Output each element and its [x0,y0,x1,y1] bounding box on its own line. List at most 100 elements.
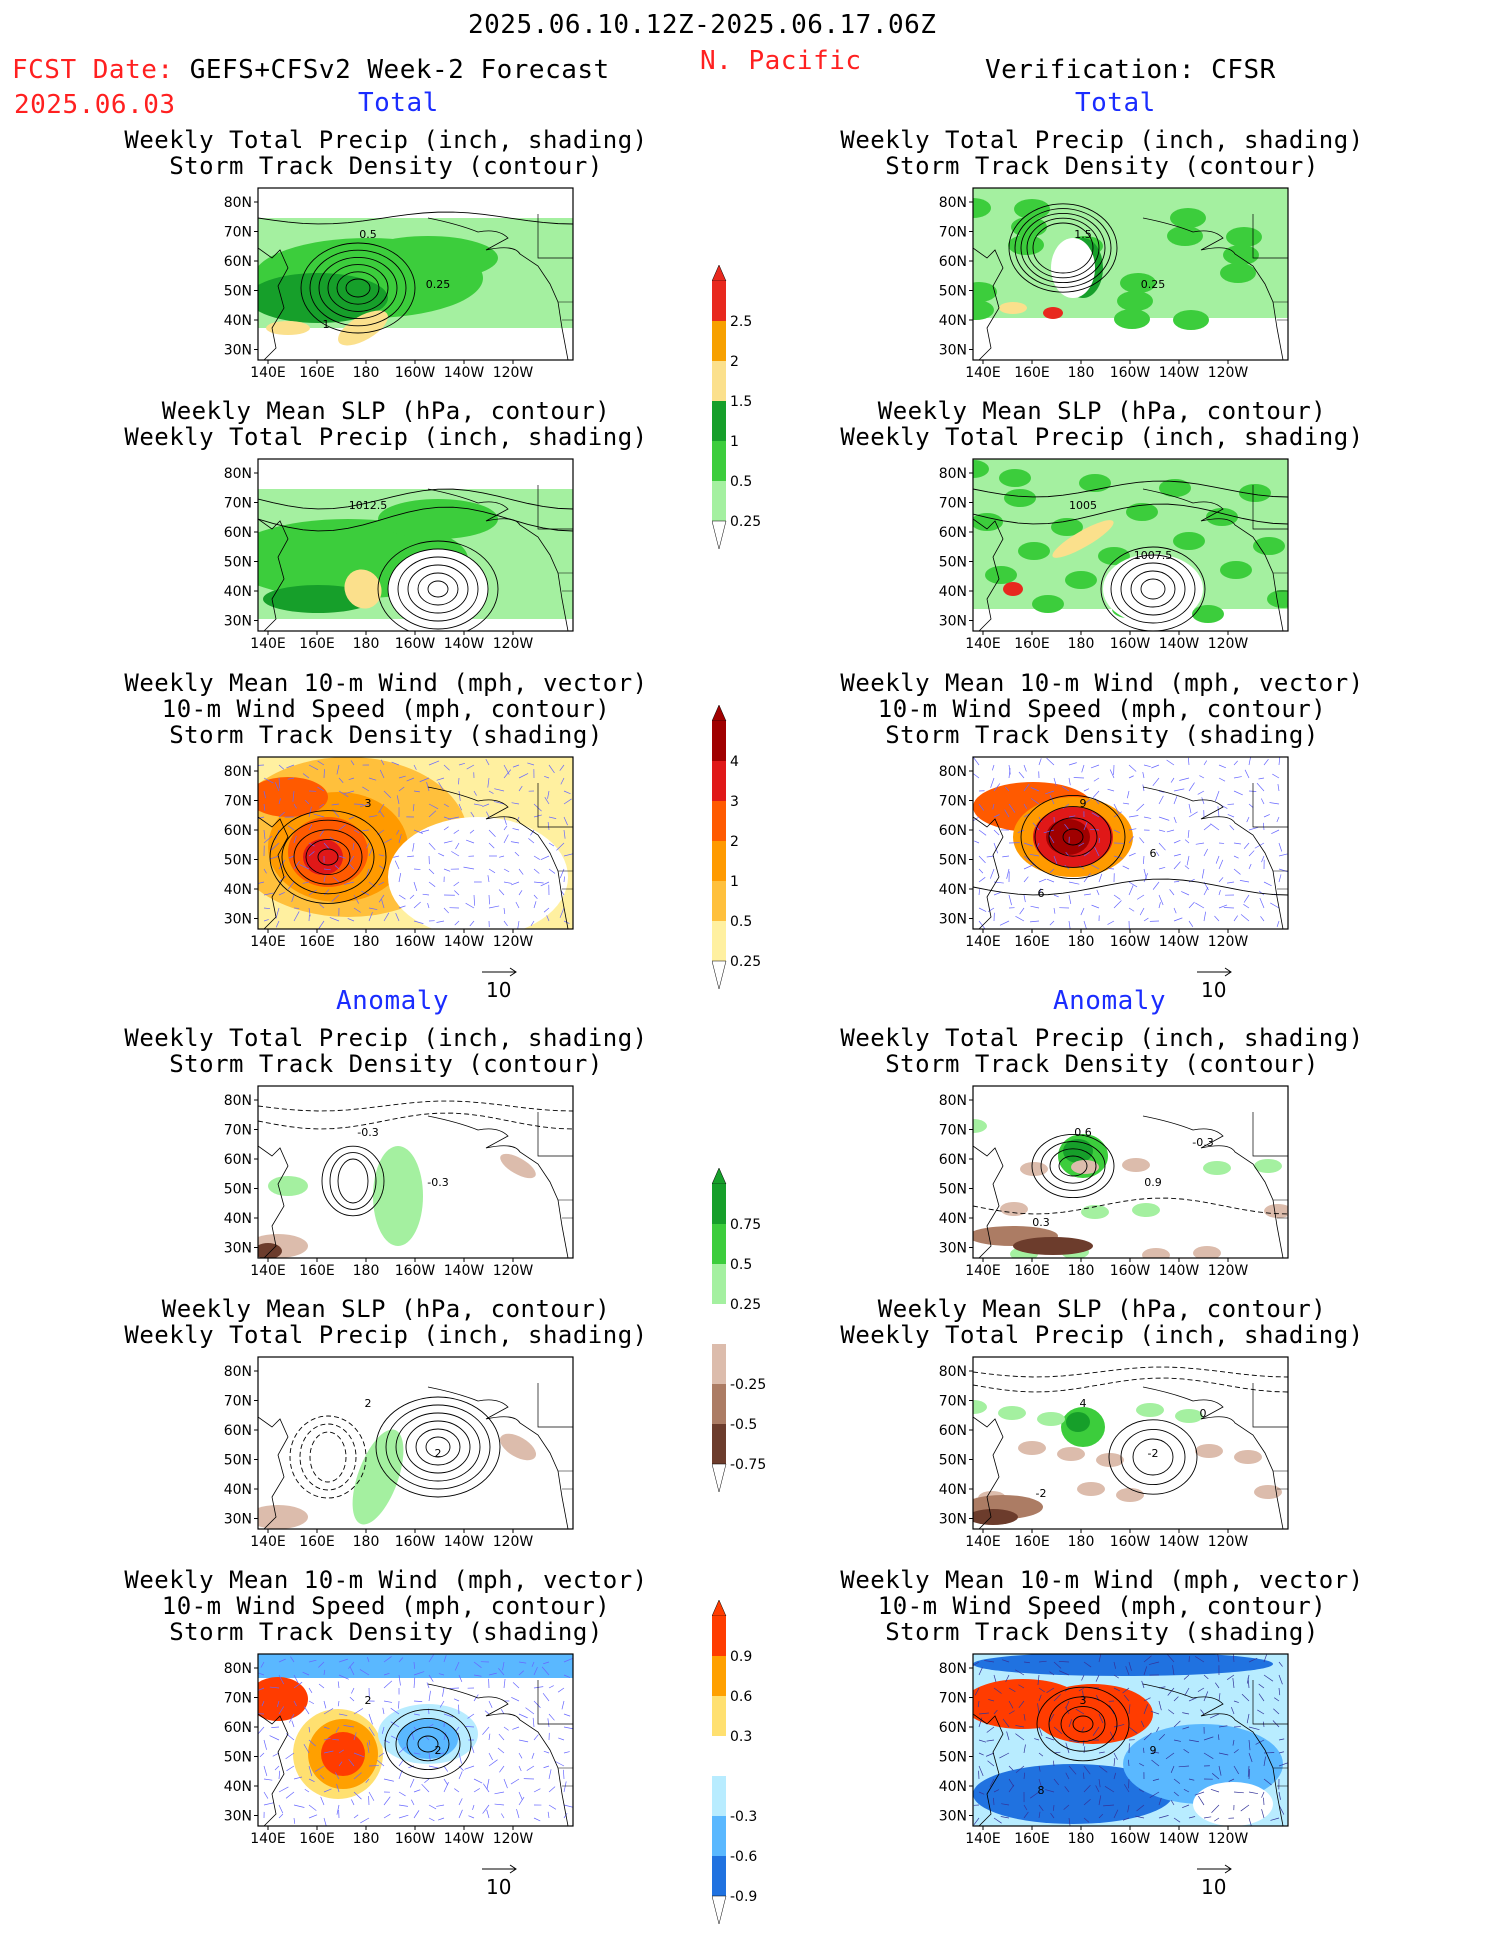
colorbar-swatch [712,1384,726,1424]
colorbar-label: 0.25 [730,954,761,970]
vector-ref-label: 10 [486,978,520,1002]
colorbar-label: -0.9 [730,1889,757,1905]
contour-label: 2 [435,1744,442,1757]
lon-tick-label: 180 [353,1263,380,1279]
title-line: Weekly Total Precip (inch, shading) [792,424,1412,450]
lat-tick-label: 80N [939,195,967,211]
lon-tick-label: 160E [299,1831,335,1847]
shade-region [1122,1158,1150,1172]
lat-tick-label: 70N [939,1394,967,1410]
lon-tick-label: 140E [965,934,1001,950]
colorbar-swatch [712,1264,726,1304]
shade-region [1254,1485,1282,1499]
contour-label: 4 [1080,1397,1087,1410]
colorbar-label: 0.25 [730,514,761,530]
shade-region [1003,582,1023,596]
lon-tick-label: 140E [250,365,286,381]
shade-region [1193,1782,1273,1826]
title-line: Storm Track Density (contour) [76,153,696,179]
fcst-date: 2025.06.03 [14,90,176,120]
colorbar-swatch [712,1304,726,1344]
colorbar-label: 0.5 [730,474,752,490]
shade-region [1170,208,1206,228]
shade-region [1065,571,1097,589]
colorbar-swatch [712,801,726,841]
lat-tick-label: 30N [224,912,252,928]
shade-region [1223,245,1259,265]
map-content: 22 [248,1654,575,1827]
colorbar-arrow-bottom [712,961,726,989]
shade-region [373,1146,423,1246]
lat-tick-label: 40N [224,1482,252,1498]
lon-tick-label: 140E [965,1831,1001,1847]
lat-tick-label: 30N [939,1241,967,1257]
lon-tick-label: 140W [1159,1534,1200,1550]
shade-region [1195,1444,1223,1458]
title-line: Weekly Total Precip (inch, shading) [792,1025,1412,1051]
lat-tick-label: 50N [939,1750,967,1766]
lat-tick-label: 60N [224,1152,252,1168]
lon-tick-label: 140W [444,636,485,652]
lon-tick-label: 180 [353,1534,380,1550]
arrow-right-icon [480,1864,520,1874]
map-content: 22 [248,1357,573,1531]
lat-tick-label: 60N [939,254,967,270]
vector-ref-label: 10 [1201,978,1235,1002]
section-anomaly-left: Anomaly [336,986,449,1016]
shade-region [1226,227,1262,247]
lat-tick-label: 50N [224,1453,252,1469]
shade-region [248,1677,308,1721]
colorbar-label: 1 [730,434,739,450]
colorbar-swatch [712,481,726,521]
contour-label: -0.3 [357,1126,378,1139]
contour-label: -2 [1036,1487,1047,1500]
lat-tick-label: 30N [939,912,967,928]
lon-tick-label: 140W [444,365,485,381]
lat-tick-label: 50N [224,1182,252,1198]
colorbar-label: -0.6 [730,1849,757,1865]
title-fcst-anom-slp: Weekly Mean SLP (hPa, contour) Weekly To… [76,1296,696,1348]
fcst-model: GEFS+CFSv2 Week-2 Forecast [190,55,610,85]
lon-tick-label: 120W [1208,1534,1249,1550]
arrow-right-icon [1195,1864,1235,1874]
title-line: 10-m Wind Speed (mph, contour) [792,696,1412,722]
shade-region [973,1652,1273,1676]
lat-tick-label: 30N [939,1512,967,1528]
lon-tick-label: 160W [395,636,436,652]
lat-tick-label: 40N [939,1211,967,1227]
shade-region [388,817,568,937]
title-fcst-anom-wind: Weekly Mean 10-m Wind (mph, vector) 10-m… [76,1567,696,1645]
shade-region [1018,1441,1046,1455]
map-content: -0.3-0.3 [248,1086,573,1259]
lat-tick-label: 70N [939,225,967,241]
contour-label: 6 [1038,887,1045,900]
section-total-right: Total [1075,88,1156,118]
lat-tick-label: 30N [224,1512,252,1528]
lat-tick-label: 60N [939,1720,967,1736]
shade-region [1220,561,1252,579]
title-line: Storm Track Density (contour) [792,153,1412,179]
lon-tick-label: 160W [1110,1263,1151,1279]
lat-tick-label: 50N [224,284,252,300]
colorbar-swatch [712,721,726,761]
lon-tick-label: 160W [395,1534,436,1550]
lon-tick-label: 160E [1014,1831,1050,1847]
shade-region [998,1406,1026,1420]
colorbar-arrow-top [712,265,726,281]
lat-tick-label: 80N [939,1661,967,1677]
title-line: Weekly Total Precip (inch, shading) [792,127,1412,153]
title-line: 10-m Wind Speed (mph, contour) [76,1593,696,1619]
title-line: Weekly Mean SLP (hPa, contour) [76,1296,696,1322]
lon-tick-label: 140E [965,365,1001,381]
lat-tick-label: 80N [224,764,252,780]
lat-tick-label: 50N [224,853,252,869]
